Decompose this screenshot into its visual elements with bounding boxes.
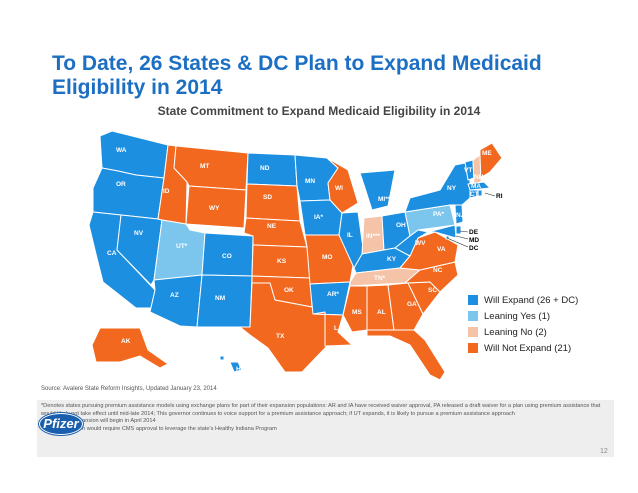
state-label-ms: MS: [352, 309, 362, 316]
state-label-wi: WI: [335, 185, 343, 192]
footnote: ***This expansion would require CMS appr…: [41, 425, 277, 432]
map-legend: Will Expand (26 + DC) Leaning Yes (1) Le…: [468, 292, 578, 356]
state-tx: [239, 282, 329, 373]
state-nd: [246, 152, 298, 187]
state-label-sc: SC: [428, 287, 437, 294]
state-sd: [245, 183, 301, 222]
state-label-oh: OH: [396, 222, 406, 229]
state-label-mt: MT: [200, 163, 209, 170]
state-label-ca: CA: [107, 250, 117, 257]
state-label-tx: TX: [276, 333, 285, 340]
legend-item-will-expand: Will Expand (26 + DC): [468, 292, 578, 308]
state-label-va: VA: [437, 246, 446, 253]
legend-item-leaning-no: Leaning No (2): [468, 324, 578, 340]
state-az: [149, 274, 203, 328]
state-label-az: AZ: [170, 292, 179, 299]
state-label-al: AL: [377, 309, 386, 316]
state-label-md: MD: [469, 237, 479, 244]
state-label-me: ME: [482, 150, 492, 157]
legend-item-will-not-expand: Will Not Expand (21): [468, 340, 578, 356]
state-label-ri: RI: [496, 193, 503, 200]
state-label-or: OR: [116, 181, 126, 188]
state-label-il: IL: [347, 232, 353, 239]
legend-swatch: [468, 311, 478, 321]
state-label-nm: NM: [215, 295, 225, 302]
legend-label: Leaning No (2): [484, 326, 547, 338]
footnote: **Michigan's expansion will begin in Apr…: [41, 418, 156, 425]
state-label-tn: TN*: [374, 275, 386, 282]
legend-swatch: [468, 327, 478, 337]
state-label-hi: HI: [236, 366, 243, 373]
state-label-ny: NY: [447, 185, 457, 192]
state-label-ct: CT: [470, 191, 479, 198]
state-label-ut: UT*: [176, 243, 188, 250]
state-wy: [185, 185, 247, 229]
state-label-nc: NC: [433, 267, 443, 274]
state-label-ky: KY: [387, 256, 397, 263]
state-label-nv: NV: [134, 230, 144, 237]
footnote: *Denotes states pursuing premium assista…: [41, 403, 601, 417]
state-label-nj: NJ: [456, 212, 465, 219]
state-label-ks: KS: [277, 258, 287, 265]
state-label-wy: WY: [209, 205, 220, 212]
footnotes-box: *Denotes states pursuing premium assista…: [37, 400, 614, 457]
state-label-co: CO: [222, 253, 232, 260]
state-label-pa: PA*: [433, 211, 445, 218]
state-label-ok: OK: [284, 287, 294, 294]
state-label-ma: MA: [471, 183, 481, 190]
page-number: 12: [600, 448, 608, 455]
legend-swatch: [468, 343, 478, 353]
state-ak: [91, 327, 169, 369]
state-label-fl: FL: [432, 345, 440, 352]
state-label-ga: GA: [407, 301, 417, 308]
state-de: [455, 225, 462, 235]
source-note: Source: Avalere State Reform Insights, U…: [41, 386, 217, 392]
state-label-wa: WA: [116, 147, 127, 154]
state-label-wv: WV: [415, 240, 426, 247]
state-label-in: IN***: [366, 233, 381, 240]
state-md: [427, 224, 457, 239]
pfizer-logo: Pfizer: [39, 413, 83, 435]
state-label-id: ID: [163, 188, 170, 195]
state-fl: [366, 329, 446, 381]
state-label-mo: MO: [322, 254, 332, 261]
state-label-dc: DC: [469, 245, 479, 252]
legend-item-leaning-yes: Leaning Yes (1): [468, 308, 578, 324]
legend-swatch: [468, 295, 478, 305]
state-hi: [219, 355, 243, 373]
state-label-vt: VT: [464, 167, 472, 174]
state-label-la: LA: [334, 325, 343, 332]
slide-title: To Date, 26 States & DC Plan to Expand M…: [52, 52, 542, 99]
map-subtitle: State Commitment to Expand Medicaid Elig…: [157, 104, 481, 118]
state-label-ar: AR*: [327, 291, 339, 298]
state-ut: [153, 219, 206, 281]
legend-label: Leaning Yes (1): [484, 310, 551, 322]
legend-label: Will Not Expand (21): [484, 342, 572, 354]
state-va: [399, 231, 459, 271]
state-label-ak: AK: [121, 338, 131, 345]
state-label-nd: ND: [260, 165, 270, 172]
state-label-nh: NH: [474, 174, 484, 181]
state-label-ia: IA*: [314, 214, 324, 221]
legend-label: Will Expand (26 + DC): [484, 294, 579, 306]
state-ri: [477, 189, 483, 197]
state-label-ne: NE: [267, 223, 277, 230]
state-label-mn: MN: [305, 178, 315, 185]
state-nj: [454, 204, 464, 225]
state-label-mi: MI**: [378, 196, 391, 203]
state-label-de: DE: [469, 229, 479, 236]
state-wi: [326, 157, 359, 214]
state-me: [479, 142, 503, 179]
state-mi: [359, 169, 396, 211]
state-ma: [467, 181, 491, 191]
state-label-sd: SD: [263, 194, 272, 201]
